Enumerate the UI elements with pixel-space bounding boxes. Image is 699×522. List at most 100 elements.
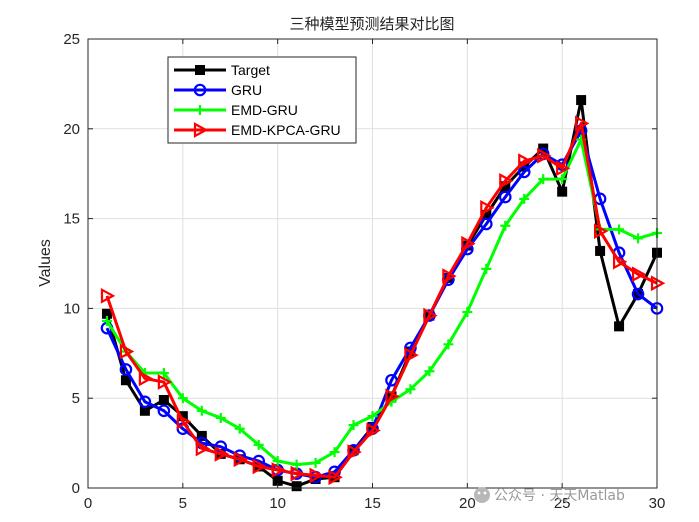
legend: Target GRU EMD-GRU EMD-KPCA-GRU (167, 56, 357, 144)
data-point (177, 393, 188, 404)
y-tick-label: 25 (63, 31, 80, 48)
x-tick-label: 30 (649, 495, 666, 512)
legend-label: Target (231, 62, 270, 78)
data-point (100, 287, 116, 304)
data-point (193, 122, 209, 138)
x-tick-label: 15 (364, 495, 381, 512)
data-point (631, 287, 645, 301)
data-point (158, 394, 169, 405)
series-line (105, 138, 658, 467)
data-point (557, 186, 568, 197)
x-tick-label: 0 (84, 495, 92, 512)
legend-label: EMD-GRU (231, 102, 298, 118)
data-point (138, 370, 154, 387)
data-point (424, 366, 435, 377)
watermark-text: 公众号 · 天天Matlab (494, 488, 625, 504)
data-point (195, 65, 205, 75)
data-point (290, 465, 305, 482)
data-point (633, 233, 644, 244)
data-point (347, 444, 362, 460)
x-tick-label: 20 (459, 495, 476, 512)
data-point (538, 174, 549, 185)
watermark: 公众号 · 天天Matlab (474, 487, 625, 504)
legend-entry: Target (174, 62, 270, 78)
legend-entry: EMD-KPCA-GRU (174, 122, 341, 138)
data-point (196, 405, 207, 416)
data-point (101, 315, 112, 326)
legend-entry: GRU (174, 82, 262, 98)
data-point (158, 368, 169, 379)
data-point (612, 253, 628, 270)
data-point (176, 413, 192, 430)
y-tick-label: 5 (72, 390, 80, 407)
data-point (461, 235, 476, 252)
data-point (253, 439, 264, 450)
data-point (138, 395, 152, 409)
chart-title: 三种模型预测结果对比图 (289, 15, 454, 33)
data-point (479, 217, 493, 231)
data-point (195, 105, 205, 115)
data-point (575, 115, 590, 132)
data-point (537, 147, 552, 164)
data-point (517, 165, 531, 179)
data-point (367, 411, 378, 422)
data-point (271, 462, 286, 478)
x-tick-label: 25 (554, 495, 571, 512)
legend-label: EMD-KPCA-GRU (231, 122, 341, 138)
y-tick-label: 0 (72, 480, 80, 497)
wechat-icon-eye-right (483, 491, 487, 495)
data-point (215, 412, 226, 423)
data-point (119, 343, 135, 360)
data-point (291, 459, 302, 470)
data-point (385, 388, 400, 405)
data-point (233, 451, 249, 468)
x-tick-label: 10 (269, 495, 286, 512)
data-point (366, 422, 381, 439)
data-point (556, 160, 571, 177)
data-point (423, 307, 438, 324)
data-point (462, 306, 473, 317)
data-point (480, 199, 495, 216)
data-point (157, 374, 173, 390)
data-point (309, 467, 324, 484)
data-point (576, 95, 587, 106)
data-point (196, 430, 207, 441)
series-group (100, 95, 666, 492)
data-point (348, 420, 359, 431)
wechat-icon (474, 487, 490, 503)
data-point (328, 469, 343, 486)
data-point (519, 193, 530, 204)
data-point (405, 384, 416, 395)
x-tick-label: 5 (179, 495, 187, 512)
data-point (443, 339, 454, 350)
data-point (614, 321, 625, 332)
legend-label: GRU (231, 82, 262, 98)
data-point (214, 446, 230, 462)
data-point (498, 190, 512, 204)
series-emd-gru (101, 134, 662, 470)
y-axis-title: Values (37, 239, 54, 287)
data-point (442, 268, 457, 284)
data-point (272, 456, 283, 467)
data-point (518, 153, 533, 169)
data-point (499, 173, 514, 189)
data-point (594, 223, 609, 240)
data-point (157, 404, 171, 418)
y-tick-label: 10 (63, 300, 80, 317)
data-point (595, 245, 606, 256)
data-point (119, 363, 133, 376)
data-point (234, 423, 245, 434)
data-point (291, 481, 302, 492)
data-point (329, 447, 340, 458)
data-point (195, 440, 211, 457)
data-point (385, 373, 398, 387)
data-point (481, 263, 492, 274)
wechat-icon-eye-left (477, 491, 481, 495)
data-point (631, 266, 647, 283)
data-point (193, 83, 207, 97)
data-point (310, 457, 321, 468)
y-tick-label: 15 (63, 211, 80, 228)
data-point (404, 347, 419, 363)
y-tick-label: 20 (63, 121, 80, 138)
